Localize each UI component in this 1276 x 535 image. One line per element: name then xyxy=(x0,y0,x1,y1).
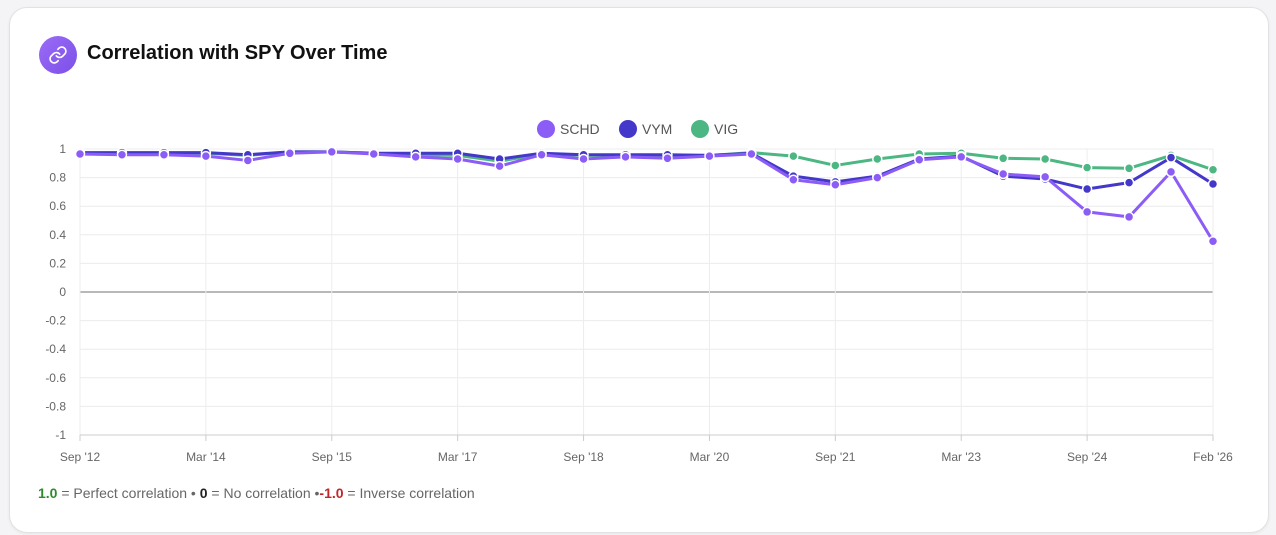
data-point xyxy=(1123,163,1135,174)
x-tick-label: Sep '12 xyxy=(60,450,101,464)
data-point xyxy=(788,174,799,185)
data-point xyxy=(746,148,757,160)
legend-item-vym[interactable]: VYM xyxy=(619,120,672,138)
link-icon xyxy=(39,36,77,74)
y-tick-label: -0.4 xyxy=(45,342,66,356)
legend-marker xyxy=(537,120,555,138)
data-point xyxy=(410,151,421,163)
legend-marker xyxy=(619,120,637,138)
correlation-card xyxy=(9,7,1269,533)
perfect-value: 1.0 xyxy=(38,485,58,501)
y-tick-label: -0.8 xyxy=(45,399,66,413)
none-label: = No correlation • xyxy=(207,485,320,501)
data-point xyxy=(74,148,86,160)
legend-label: VYM xyxy=(642,121,672,137)
legend-item-schd[interactable]: SCHD xyxy=(537,120,600,138)
data-point xyxy=(452,153,463,165)
data-point xyxy=(578,153,589,165)
inverse-label: = Inverse correlation xyxy=(343,485,475,501)
y-tick-label: 0.6 xyxy=(49,199,66,213)
x-tick-label: Sep '24 xyxy=(1067,450,1108,464)
data-point xyxy=(620,151,631,163)
data-point xyxy=(997,153,1009,164)
data-point xyxy=(788,150,799,162)
y-tick-label: -1 xyxy=(55,428,66,442)
data-point xyxy=(1081,206,1093,218)
data-point xyxy=(1207,235,1219,247)
data-point xyxy=(1165,152,1177,163)
series-schd xyxy=(74,146,1219,247)
data-point xyxy=(284,148,296,159)
data-point xyxy=(536,149,547,160)
x-tick-label: Mar '20 xyxy=(690,450,730,464)
data-point xyxy=(200,150,212,162)
data-point xyxy=(662,153,673,164)
y-tick-label: 0 xyxy=(59,285,66,299)
data-point xyxy=(1207,178,1219,190)
y-tick-label: 0.2 xyxy=(49,256,66,270)
data-point xyxy=(1039,153,1051,165)
perfect-label: = Perfect correlation • xyxy=(57,485,200,501)
data-point xyxy=(494,160,505,172)
y-tick-label: 0.8 xyxy=(49,171,66,185)
x-tick-label: Sep '21 xyxy=(815,450,856,464)
data-point xyxy=(955,151,967,163)
data-point xyxy=(1123,211,1135,223)
data-point xyxy=(830,160,841,171)
data-point xyxy=(872,172,883,183)
data-point xyxy=(368,148,379,160)
y-tick-label: -0.2 xyxy=(45,314,66,328)
data-point xyxy=(914,154,925,165)
card-title: Correlation with SPY Over Time xyxy=(87,42,388,64)
data-point xyxy=(326,146,338,158)
inverse-value: -1.0 xyxy=(319,485,344,501)
data-point xyxy=(872,153,883,165)
legend-marker xyxy=(691,120,709,138)
x-tick-label: Sep '18 xyxy=(563,450,604,464)
legend-label: SCHD xyxy=(560,121,600,137)
data-point xyxy=(242,155,254,166)
x-tick-label: Feb '26 xyxy=(1193,450,1233,464)
data-point xyxy=(1081,183,1093,195)
data-point xyxy=(997,168,1009,180)
data-point xyxy=(158,149,170,160)
y-tick-label: 0.4 xyxy=(49,228,66,242)
none-value: 0 xyxy=(199,485,208,501)
series-line-vym xyxy=(80,150,1214,191)
data-point xyxy=(1165,166,1177,178)
series-line-schd xyxy=(79,150,1215,243)
data-point xyxy=(1207,164,1219,175)
x-tick-label: Mar '14 xyxy=(186,450,226,464)
data-point xyxy=(704,150,715,162)
y-tick-label: -0.6 xyxy=(45,371,66,385)
data-point xyxy=(1039,171,1051,183)
legend-label: VIG xyxy=(714,121,738,137)
data-point xyxy=(1123,177,1135,188)
chart-footnote: 1.0 = Perfect correlation • 0 = No corre… xyxy=(38,485,475,501)
data-point xyxy=(830,179,841,190)
legend-item-vig[interactable]: VIG xyxy=(691,120,738,138)
data-point xyxy=(116,149,128,160)
data-point xyxy=(1081,162,1093,173)
x-tick-label: Sep '15 xyxy=(312,450,353,464)
y-tick-label: 1 xyxy=(59,142,66,156)
x-tick-label: Mar '17 xyxy=(438,450,478,464)
x-tick-label: Mar '23 xyxy=(941,450,981,464)
